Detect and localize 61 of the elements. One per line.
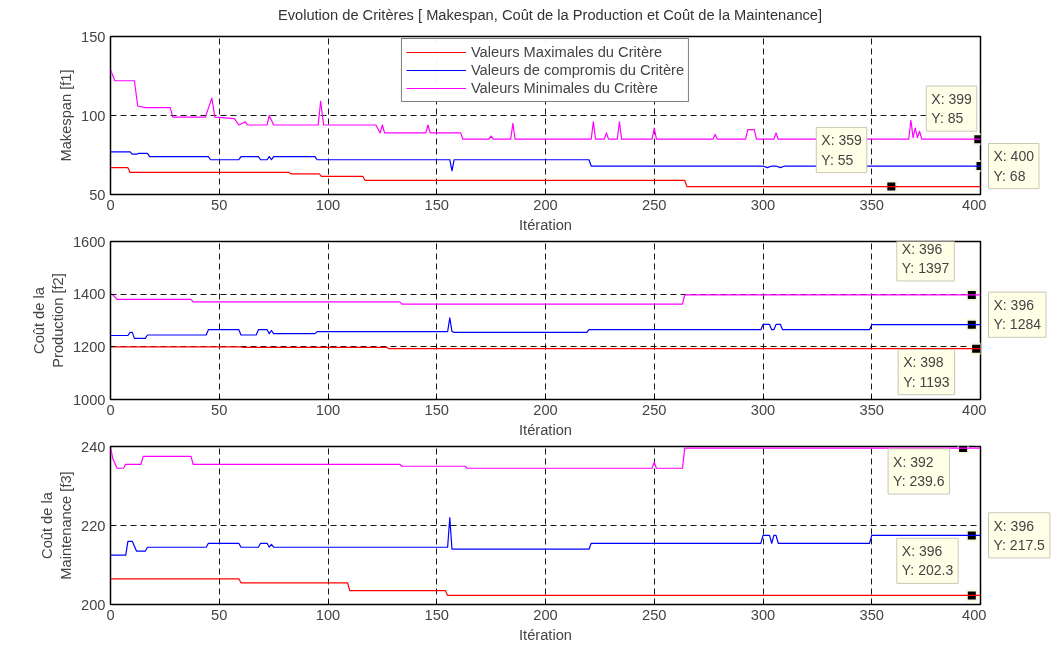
annotation: X: 399 Y: 85 (931, 91, 973, 127)
x-tick-label: 350 (859, 196, 884, 213)
x-tick-label: 50 (211, 196, 228, 213)
annotation: X: 392 Y: 239.6 (893, 453, 945, 490)
legend-label: Valeurs Maximales du Critère (470, 43, 663, 61)
x-tick-label: 150 (424, 606, 449, 623)
line-series (110, 517, 981, 556)
y-tick-label: 240 (81, 438, 106, 455)
y-tick-label: 220 (81, 517, 106, 534)
annotation: X: 400 Y: 68 (993, 148, 1035, 184)
x-tick-label: 150 (424, 196, 449, 213)
legend-label: Valeurs Minimales du Critère (470, 79, 659, 97)
x-tick-label: 50 (211, 606, 228, 623)
line-series (110, 317, 981, 340)
x-tick-label: 0 (106, 606, 115, 623)
x-tick-label: 200 (533, 606, 558, 623)
legend-label: Valeurs de compromis du Critère (470, 61, 685, 79)
x-tick-label: 0 (106, 401, 115, 418)
y-tick-label: 1400 (72, 286, 106, 303)
x-tick-label: 400 (962, 401, 987, 418)
y-axis-title: Coût de la Maintenance [f3] (38, 471, 75, 580)
x-axis-title: Itération (519, 626, 572, 643)
x-tick-label: 250 (642, 196, 667, 213)
x-tick-label: 250 (642, 401, 667, 418)
x-tick-label: 50 (211, 401, 228, 418)
line-series (110, 167, 981, 188)
annotation: X: 396 Y: 202.3 (901, 543, 954, 579)
x-axis-title: Itération (519, 216, 572, 233)
line-series (110, 446, 981, 469)
annotation: X: 396 Y: 1397 (901, 240, 950, 276)
x-tick-label: 100 (315, 606, 341, 623)
x-tick-label: 400 (962, 196, 987, 213)
chart-title: Evolution de Critères [ Makespan, Coût de la Production et Coût de la Maintenance] (277, 6, 823, 25)
annotation: X: 396 Y: 217.5 (993, 517, 1046, 553)
annotation: X: 396 Y: 1284 (993, 297, 1042, 333)
x-tick-label: 300 (750, 196, 776, 213)
y-axis-title: Makespan [f1] (58, 69, 75, 162)
x-tick-label: 100 (315, 401, 341, 418)
annotation: X: 359 Y: 55 (821, 132, 863, 168)
line-series (110, 151, 981, 173)
x-tick-label: 400 (962, 606, 987, 623)
y-tick-label: 150 (81, 28, 106, 45)
x-tick-label: 350 (859, 401, 884, 418)
x-tick-label: 200 (533, 196, 558, 213)
annotation: X: 398 Y: 1193 (903, 354, 950, 390)
x-tick-label: 150 (424, 401, 449, 418)
x-tick-label: 200 (533, 401, 558, 418)
x-tick-label: 350 (859, 606, 884, 623)
line-series (110, 578, 981, 597)
x-axis-title: Itération (519, 421, 572, 438)
x-tick-label: 300 (750, 401, 776, 418)
line-series (110, 293, 981, 305)
x-tick-label: 250 (642, 606, 667, 623)
y-tick-label: 1000 (72, 391, 106, 408)
y-tick-label: 1600 (72, 233, 106, 250)
x-tick-label: 100 (315, 196, 341, 213)
y-tick-label: 100 (81, 107, 106, 124)
x-tick-label: 0 (106, 196, 115, 213)
y-axis-title: Coût de la Production [f2] (30, 273, 66, 368)
x-tick-label: 300 (750, 606, 776, 623)
y-tick-label: 1200 (72, 338, 106, 355)
